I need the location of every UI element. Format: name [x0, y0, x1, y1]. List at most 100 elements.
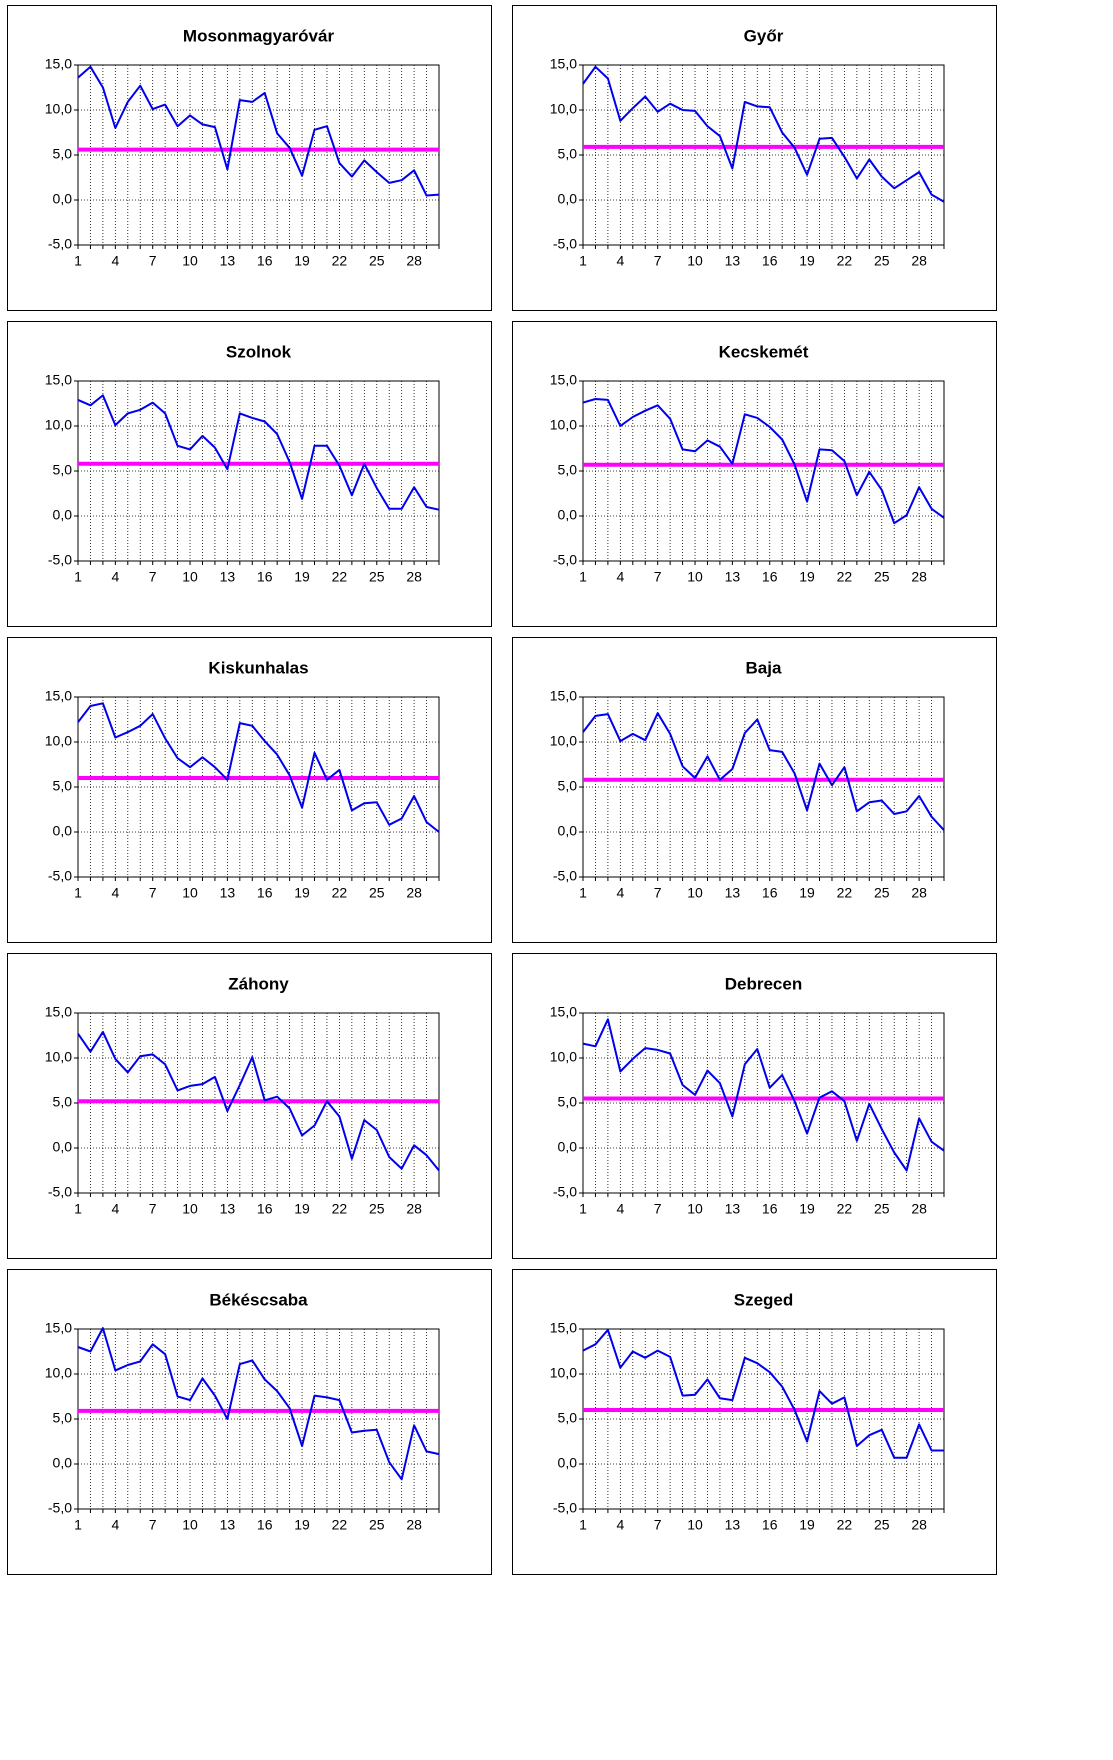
x-tick-label: 4 — [111, 1517, 119, 1533]
x-tick-label: 19 — [799, 253, 815, 269]
x-tick-label: 25 — [874, 253, 890, 269]
y-tick-label: 5,0 — [558, 1410, 578, 1426]
x-tick-label: 10 — [182, 1201, 198, 1217]
y-tick-label: 10,0 — [45, 1049, 72, 1065]
x-tick-label: 7 — [654, 1201, 662, 1217]
x-tick-label: 22 — [332, 253, 348, 269]
panel-frame — [7, 5, 492, 311]
data-line — [582, 1018, 945, 1172]
y-tick-label: 10,0 — [550, 101, 577, 117]
data-line — [582, 712, 945, 831]
x-tick-label: 7 — [149, 1517, 157, 1533]
y-tick-label: 15,0 — [45, 688, 72, 704]
x-tick-label: 10 — [687, 253, 703, 269]
plot-frame — [582, 380, 945, 562]
panel-frame — [512, 637, 997, 943]
y-tick-label: 5,0 — [53, 1094, 73, 1110]
data-line — [77, 1327, 440, 1481]
panel-frame — [512, 953, 997, 1259]
x-tick-label: 28 — [406, 253, 422, 269]
chart-panel: Kecskemét -5,0 0,0 5,0 10,0 15,0 1 4 7 10 13 16 19 22… — [512, 321, 997, 627]
y-tick-label: 15,0 — [45, 1320, 72, 1336]
x-tick-label: 1 — [579, 1517, 587, 1533]
x-tick-label: 22 — [332, 885, 348, 901]
x-tick-label: 28 — [911, 253, 927, 269]
x-tick-label: 7 — [149, 569, 157, 585]
chart-panel: Győr -5,0 0,0 5,0 10,0 15,0 1 4 7 10 13 16 19 22 25 28 — [512, 5, 997, 311]
x-tick-label: 13 — [220, 1517, 236, 1533]
x-tick-label: 22 — [837, 1201, 853, 1217]
plot-frame — [77, 64, 440, 246]
y-tick-label: 0,0 — [558, 191, 578, 207]
panel-frame — [7, 321, 492, 627]
x-tick-label: 7 — [654, 569, 662, 585]
y-tick-label: 10,0 — [550, 733, 577, 749]
plot-frame — [582, 1328, 945, 1510]
y-tick-label: 5,0 — [53, 1410, 73, 1426]
chart-panel: Mosonmagyaróvár -5,0 0,0 5,0 10,0 15,0 1 4 7 10 13… — [7, 5, 492, 311]
x-tick-label: 16 — [257, 1517, 273, 1533]
y-tick-label: 5,0 — [53, 778, 73, 794]
chart-title: Szolnok — [226, 342, 292, 361]
x-tick-label: 25 — [874, 885, 890, 901]
y-tick-label: 0,0 — [558, 1139, 578, 1155]
panel-frame — [512, 1269, 997, 1575]
x-tick-label: 25 — [369, 569, 385, 585]
x-tick-label: 13 — [725, 253, 741, 269]
chart-title: Békéscsaba — [209, 1290, 308, 1309]
data-line — [582, 398, 945, 525]
y-tick-label: 15,0 — [45, 56, 72, 72]
chart-panel: Záhony -5,0 0,0 5,0 10,0 15,0 1 4 7 10 13 16 19 22 25 2… — [7, 953, 492, 1259]
y-tick-label: 5,0 — [53, 462, 73, 478]
data-line — [77, 65, 440, 197]
y-tick-label: 10,0 — [45, 733, 72, 749]
x-tick-label: 10 — [687, 569, 703, 585]
y-tick-label: 0,0 — [558, 507, 578, 523]
panel-frame — [7, 953, 492, 1259]
x-tick-label: 1 — [74, 1201, 82, 1217]
x-tick-label: 22 — [332, 1201, 348, 1217]
y-tick-label: -5,0 — [48, 868, 72, 884]
y-tick-label: 15,0 — [550, 372, 577, 388]
x-tick-label: 13 — [220, 253, 236, 269]
plot-frame — [582, 696, 945, 878]
x-tick-label: 19 — [294, 569, 310, 585]
x-tick-label: 7 — [654, 253, 662, 269]
x-tick-label: 7 — [654, 885, 662, 901]
chart-panel: Kiskunhalas -5,0 0,0 5,0 10,0 15,0 1 4 7 10 13 16 19… — [7, 637, 492, 943]
x-tick-label: 25 — [874, 1201, 890, 1217]
x-tick-label: 22 — [837, 885, 853, 901]
plot-frame — [77, 380, 440, 562]
y-tick-label: -5,0 — [553, 552, 577, 568]
x-tick-label: 1 — [579, 1201, 587, 1217]
x-tick-label: 28 — [406, 1517, 422, 1533]
y-tick-label: 5,0 — [558, 778, 578, 794]
x-tick-label: 16 — [257, 569, 273, 585]
x-tick-label: 4 — [616, 1201, 624, 1217]
x-tick-label: 16 — [762, 569, 778, 585]
x-tick-label: 13 — [725, 885, 741, 901]
chart-panel: Debrecen -5,0 0,0 5,0 10,0 15,0 1 4 7 10 13 16 19 22 2… — [512, 953, 997, 1259]
chart-title: Záhony — [228, 974, 289, 993]
y-tick-label: 15,0 — [550, 56, 577, 72]
x-tick-label: 13 — [220, 1201, 236, 1217]
y-tick-label: 15,0 — [550, 1320, 577, 1336]
y-tick-label: 0,0 — [53, 823, 73, 839]
chart-panel: Szeged -5,0 0,0 5,0 10,0 15,0 1 4 7 10 13 16 19 22 25 2… — [512, 1269, 997, 1575]
x-tick-label: 22 — [837, 253, 853, 269]
x-tick-label: 25 — [369, 1201, 385, 1217]
chart-panel: Békéscsaba -5,0 0,0 5,0 10,0 15,0 1 4 7 10 13 16 19 2… — [7, 1269, 492, 1575]
x-tick-label: 13 — [220, 885, 236, 901]
y-tick-label: 0,0 — [53, 507, 73, 523]
x-tick-label: 19 — [799, 1201, 815, 1217]
x-tick-label: 1 — [74, 253, 82, 269]
x-tick-label: 1 — [74, 1517, 82, 1533]
chart-panel: Szolnok -5,0 0,0 5,0 10,0 15,0 1 4 7 10 13 16 19 22 25… — [7, 321, 492, 627]
y-tick-label: 10,0 — [550, 417, 577, 433]
chart-title: Mosonmagyaróvár — [183, 26, 335, 45]
plot-frame — [582, 64, 945, 246]
plot-frame — [582, 1012, 945, 1194]
y-tick-label: -5,0 — [48, 236, 72, 252]
x-tick-label: 28 — [406, 885, 422, 901]
x-tick-label: 13 — [220, 569, 236, 585]
